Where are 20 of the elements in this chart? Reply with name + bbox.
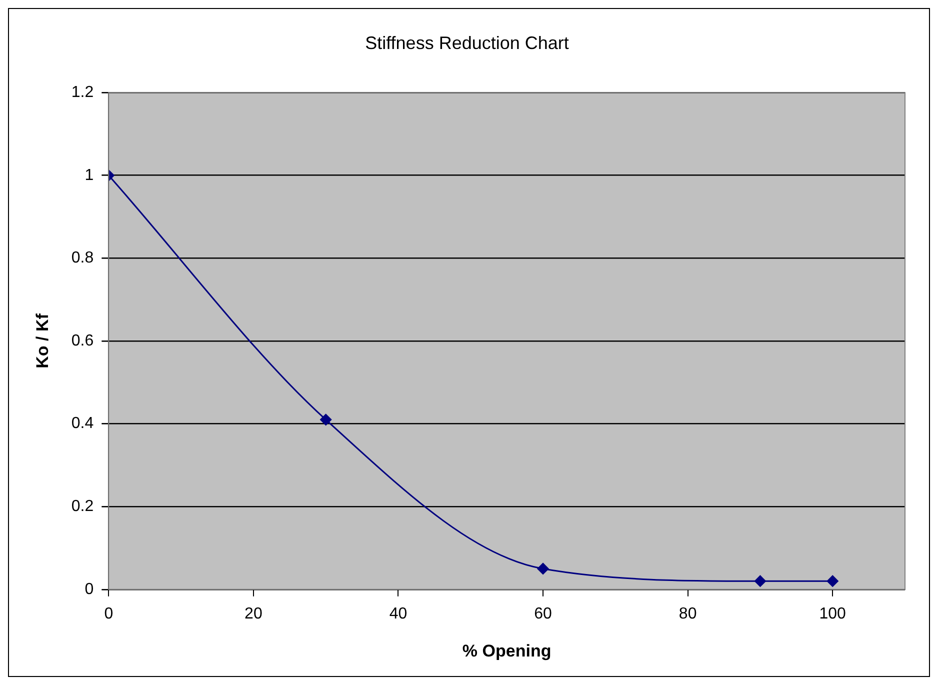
point <box>826 575 838 587</box>
y-tick-label: 1 <box>84 166 94 184</box>
point <box>537 562 549 574</box>
x-tick-label: 40 <box>389 605 408 622</box>
y-tick-label: 0.8 <box>71 250 94 267</box>
y-tick-label: 1.2 <box>71 84 94 102</box>
y-tick-label: 0.2 <box>71 498 94 516</box>
x-tick-label: 60 <box>534 605 552 622</box>
x-tick-label: 80 <box>678 605 697 622</box>
point <box>754 575 766 587</box>
x-axis-title: % Opening <box>462 641 552 660</box>
point <box>320 414 332 426</box>
x-tick-label: 0 <box>104 605 114 622</box>
y-tick-label: 0 <box>84 580 94 598</box>
y-tick-label: 0.4 <box>71 415 94 432</box>
y-tick-label: 0.6 <box>71 332 94 350</box>
y-axis-title: Ko / Kf <box>32 313 52 368</box>
chart-title: Stiffness Reduction Chart <box>365 32 569 53</box>
x-tick-label: 20 <box>244 605 262 622</box>
x-tick-label: 100 <box>819 605 846 622</box>
